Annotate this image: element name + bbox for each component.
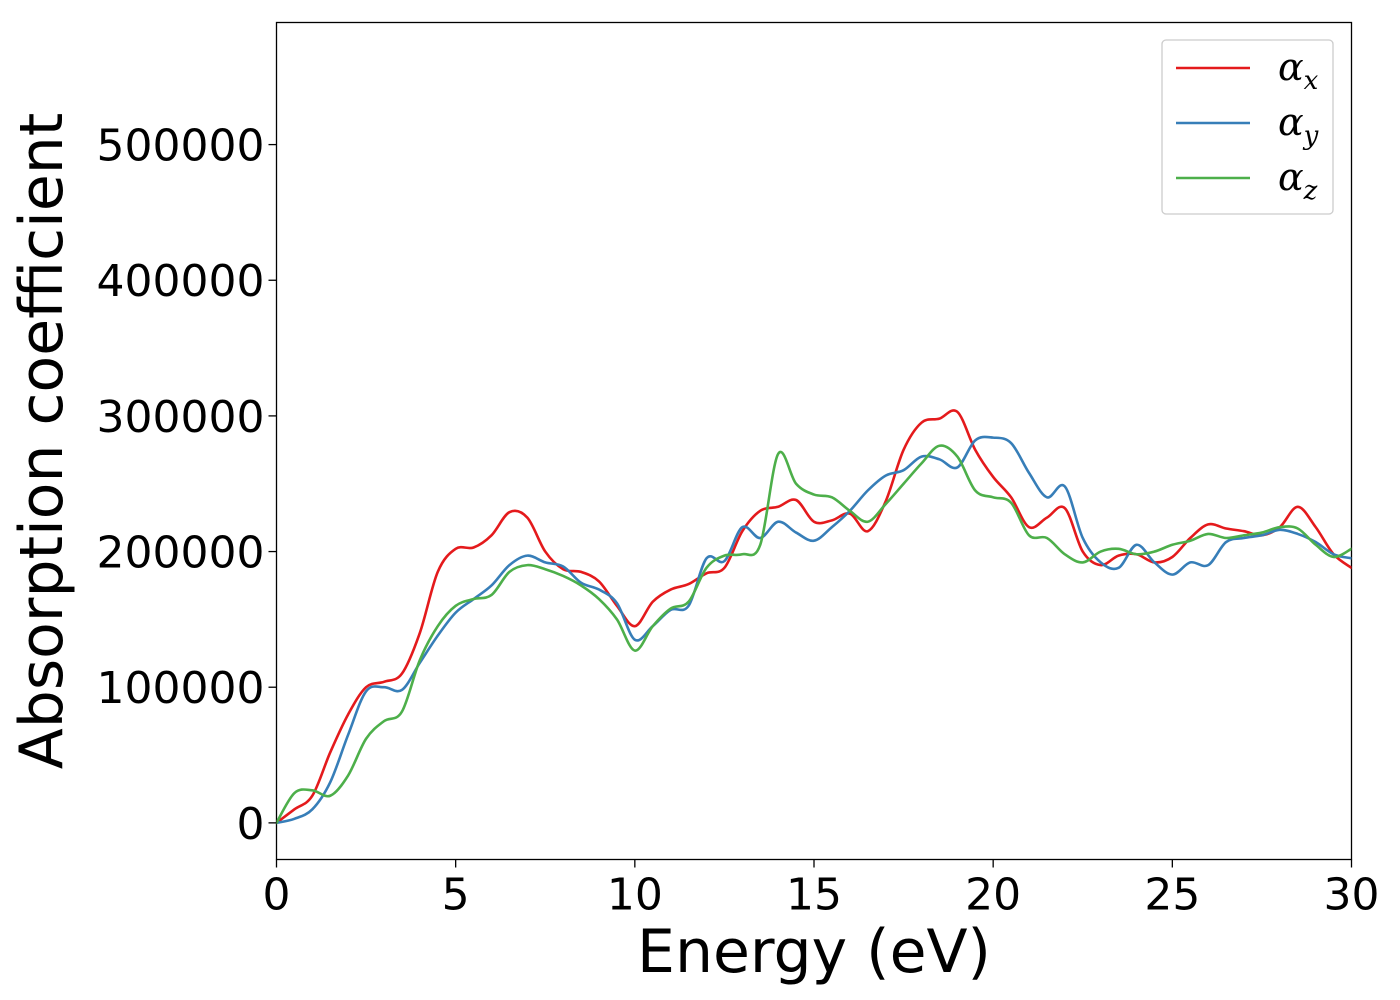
legend-label-y: αy	[1278, 100, 1319, 151]
series-line-z	[276, 444, 1352, 825]
series-line-x	[276, 409, 1352, 825]
x-axis-title: Energy (eV)	[637, 917, 991, 987]
y-tick-label: 500000	[97, 121, 265, 172]
x-tick-label: 20	[965, 870, 1021, 921]
legend-box	[1161, 39, 1334, 215]
y-tick-label: 200000	[97, 528, 265, 579]
x-tick-label: 0	[263, 870, 291, 921]
legend-label-z: αz	[1278, 155, 1318, 206]
y-tick-label: 300000	[97, 392, 265, 443]
series-line-y	[276, 435, 1352, 825]
y-tick-label: 100000	[97, 663, 265, 714]
x-tick-label: 15	[786, 870, 842, 921]
y-tick-label: 400000	[97, 256, 265, 307]
legend-label-x: αx	[1278, 45, 1319, 96]
x-tick-label: 5	[442, 870, 470, 921]
y-tick-label: 0	[237, 799, 265, 850]
y-axis-title: Absorption coefficient	[7, 113, 77, 770]
x-tick-label: 30	[1324, 870, 1380, 921]
y-axis-ticks: 0 100000 200000 300000 400000 500000	[97, 121, 277, 850]
x-axis-ticks: 0 5 10 15 20 25 30	[263, 859, 1380, 921]
x-tick-label: 25	[1144, 870, 1200, 921]
x-tick-label: 10	[607, 870, 663, 921]
series-layer	[276, 409, 1352, 825]
